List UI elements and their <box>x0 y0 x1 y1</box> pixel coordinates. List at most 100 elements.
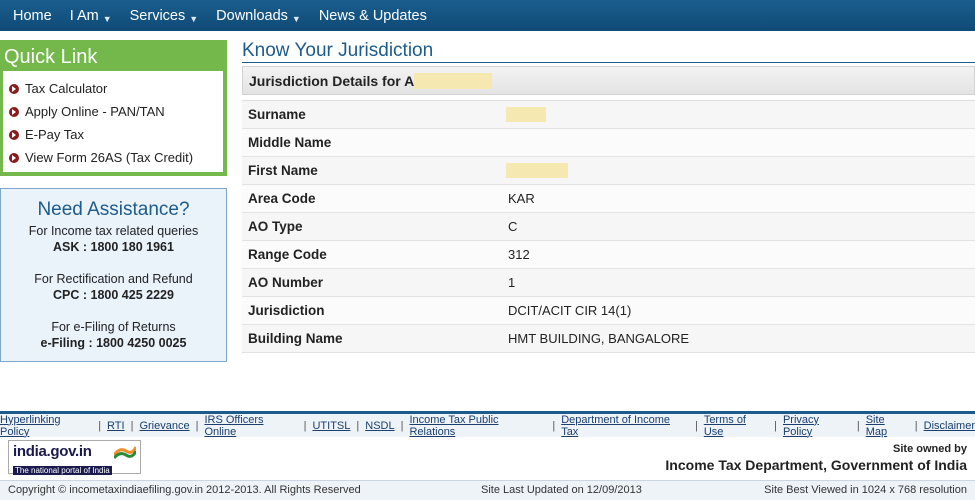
nav-item-label: I Am <box>69 7 99 24</box>
need-assistance-title: Need Assistance? <box>37 199 190 220</box>
bullet-arrow-icon <box>9 129 19 140</box>
nav-item-label: Home <box>13 7 52 24</box>
jurisdiction-details-heading: Jurisdiction Details for A <box>242 66 975 95</box>
nav-item-i-am[interactable]: I Am ▼ <box>69 7 112 25</box>
quick-link-title: Quick Link <box>4 46 98 68</box>
link-separator: | <box>303 419 307 432</box>
link-separator: | <box>98 419 102 432</box>
footer-link[interactable]: Department of Income Tax <box>561 413 671 438</box>
quick-link-label: Tax Calculator <box>25 81 108 96</box>
assistance-phone-number: ASK : 1800 180 1961 <box>53 240 174 254</box>
row-value: 1 <box>508 275 516 290</box>
link-separator: | <box>400 419 404 432</box>
copyright-text: Copyright © incometaxindiaefiling.gov.in… <box>8 484 361 496</box>
quick-link-item[interactable]: View Form 26AS (Tax Credit) <box>3 146 223 169</box>
quick-link-label: View Form 26AS (Tax Credit) <box>25 150 194 165</box>
last-updated-text: Site Last Updated on 12/09/2013 <box>481 484 642 496</box>
chevron-down-icon: ▼ <box>102 14 112 24</box>
spacer <box>1 303 226 319</box>
footer-link[interactable]: Grievance <box>139 419 190 432</box>
link-separator: | <box>856 419 860 432</box>
nav-item-label: Downloads <box>216 7 288 24</box>
link-separator: | <box>774 419 777 432</box>
row-label: AO Number <box>248 275 324 290</box>
nav-item-home[interactable]: Home <box>13 8 52 24</box>
quick-link-item[interactable]: Apply Online - PAN/TAN <box>3 100 223 123</box>
quick-link-panel: Quick Link Tax Calculator Apply Online - … <box>0 40 227 176</box>
row-label: Jurisdiction <box>248 303 325 318</box>
spacer <box>1 255 226 271</box>
footer-link[interactable]: Privacy Policy <box>782 413 819 438</box>
row-label: Surname <box>248 107 306 122</box>
bullet-arrow-icon <box>9 83 19 94</box>
need-assistance-panel: Need Assistance? For Income tax related … <box>0 188 227 362</box>
site-owner-name: Income Tax Department, Government of Ind… <box>665 457 967 473</box>
row-label: Range Code <box>248 247 327 262</box>
link-separator: | <box>195 419 199 432</box>
nav-item-services[interactable]: Services ▼ <box>129 7 199 25</box>
footer-link[interactable]: NSDL <box>365 419 395 432</box>
bullet-arrow-icon <box>9 106 19 117</box>
assistance-description: For e-Filing of Returns <box>51 320 176 334</box>
footer-link[interactable]: Income Tax Public Relations <box>409 413 499 438</box>
table-row: First Name <box>242 157 975 185</box>
chevron-down-icon: ▼ <box>291 14 301 24</box>
footer-link[interactable]: Disclaimer <box>923 419 975 432</box>
link-separator: | <box>356 419 360 432</box>
assistance-phone-number: e-Filing : 1800 4250 0025 <box>40 336 187 350</box>
logo-tagline: The national portal of India <box>13 466 112 475</box>
footer-link[interactable]: Terms of Use <box>703 413 746 438</box>
assistance-phone-number: CPC : 1800 425 2229 <box>53 288 174 302</box>
row-value: KAR <box>508 191 535 206</box>
top-navigation: Home I Am ▼ Services ▼ Downloads ▼ News & Updat… <box>0 0 975 31</box>
footer-link[interactable]: Site Map <box>865 413 888 438</box>
nav-item-label: Services <box>129 7 186 24</box>
table-row: Building Name HMT BUILDING, BANGALORE <box>242 325 975 353</box>
row-label: Building Name <box>248 331 343 346</box>
link-separator: | <box>914 419 918 432</box>
logo-text: india.gov.in <box>13 443 92 460</box>
quick-link-list: Tax Calculator Apply Online - PAN/TAN E-Pa… <box>3 71 223 172</box>
site-owner-label: Site owned by <box>893 443 967 455</box>
india-gov-logo[interactable]: india.gov.in The national portal of Indi… <box>8 440 141 475</box>
best-viewed-text: Site Best Viewed in 1024 x 768 resolutio… <box>764 484 967 496</box>
title-divider <box>242 62 975 63</box>
table-row: Range Code 312 <box>242 241 975 269</box>
nav-item-label: News & Updates <box>318 7 427 24</box>
page-title: Know Your Jurisdiction <box>242 40 434 61</box>
table-row: Surname <box>242 101 975 129</box>
quick-link-item[interactable]: Tax Calculator <box>3 77 223 100</box>
assistance-description: For Income tax related queries <box>28 224 199 238</box>
row-label: Area Code <box>248 191 316 206</box>
chevron-down-icon: ▼ <box>189 14 199 24</box>
row-value: C <box>508 219 518 234</box>
footer-link[interactable]: RTI <box>107 419 125 432</box>
quick-link-item[interactable]: E-Pay Tax <box>3 123 223 146</box>
quick-link-label: Apply Online - PAN/TAN <box>25 104 165 119</box>
redacted-value-block <box>506 107 546 122</box>
nav-item-downloads[interactable]: Downloads ▼ <box>216 7 301 25</box>
row-label: Middle Name <box>248 135 332 150</box>
row-value: 312 <box>508 247 530 262</box>
footer-links: Hyperlinking Policy | RTI | Grievance | IRS Of… <box>0 411 975 438</box>
assistance-description: For Rectification and Refund <box>34 272 193 286</box>
flag-icon <box>114 446 136 459</box>
row-value: HMT BUILDING, BANGALORE <box>508 331 690 346</box>
footer-link[interactable]: IRS Officers Online <box>204 413 264 438</box>
redacted-name-block <box>414 72 493 89</box>
footer-link[interactable]: Hyperlinking Policy <box>0 413 61 438</box>
row-value: DCIT/ACIT CIR 14(1) <box>508 303 632 318</box>
bullet-arrow-icon <box>9 152 19 163</box>
redacted-value-block <box>506 163 568 178</box>
jurisdiction-details-table: Surname Middle Name First Name Area Code KAR… <box>242 100 975 353</box>
table-row: Jurisdiction DCIT/ACIT CIR 14(1) <box>242 297 975 325</box>
nav-item-news-updates[interactable]: News & Updates <box>319 8 427 24</box>
link-separator: | <box>552 419 556 432</box>
quick-link-label: E-Pay Tax <box>25 127 85 142</box>
table-row: AO Type C <box>242 213 975 241</box>
row-label: AO Type <box>248 219 303 234</box>
bottom-info-bar: Copyright © incometaxindiaefiling.gov.in… <box>0 480 975 500</box>
table-row: Area Code KAR <box>242 185 975 213</box>
footer-link[interactable]: UTITSL <box>312 419 351 432</box>
site-owner: Site owned by Income Tax Department, Gov… <box>665 443 967 473</box>
